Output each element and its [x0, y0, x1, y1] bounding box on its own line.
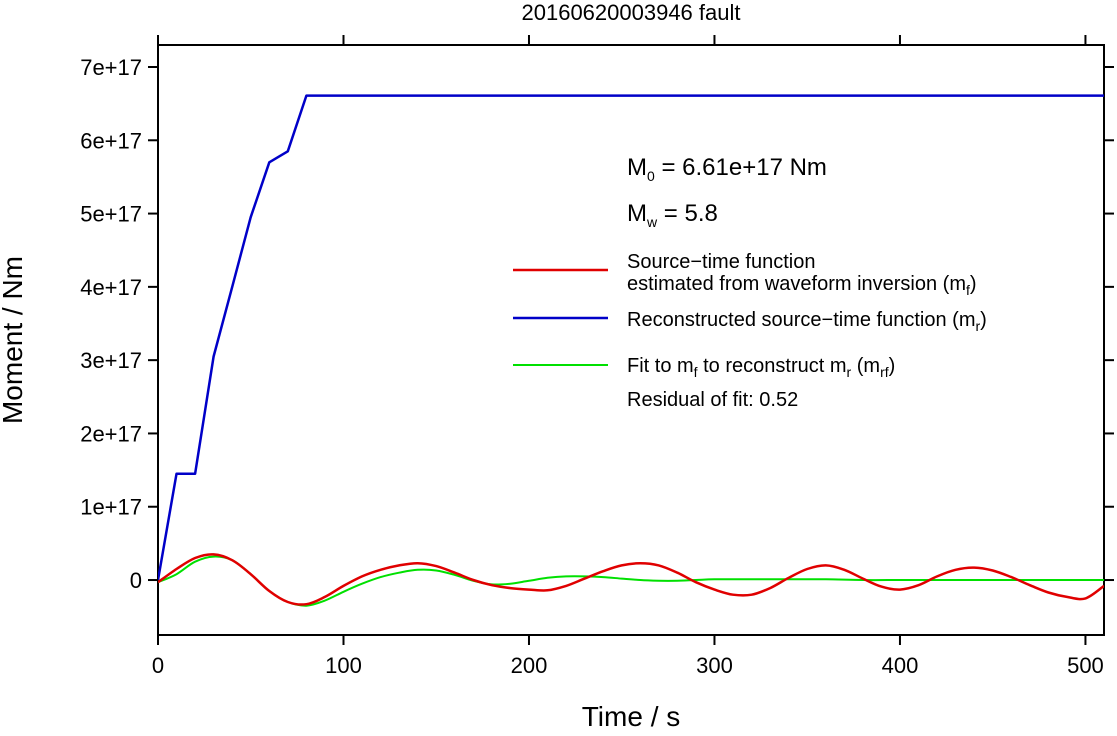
- x-axis-label: Time / s: [582, 701, 681, 732]
- x-tick-label: 300: [696, 653, 733, 678]
- moment-magnitude-annotation: Mw = 5.8: [627, 200, 718, 230]
- y-tick-label: 4e+17: [80, 275, 142, 300]
- x-tick-label: 500: [1067, 653, 1104, 678]
- y-tick-label: 1e+17: [80, 495, 142, 520]
- seismic-moment-annotation: M0 = 6.61e+17 Nm: [627, 154, 827, 184]
- legend-label-mr: Reconstructed source−time function (mr): [627, 309, 987, 334]
- series-line-mr: [158, 94, 1104, 581]
- x-tick-label: 100: [325, 653, 362, 678]
- y-axis-label: Moment / Nm: [0, 256, 28, 424]
- plot-frame: [157, 44, 1105, 636]
- chart-title: 20160620003946 fault: [522, 0, 741, 25]
- x-tick-label: 0: [152, 653, 164, 678]
- y-tick-label: 3e+17: [80, 348, 142, 373]
- y-tick-label: 2e+17: [80, 421, 142, 446]
- y-tick-label: 7e+17: [80, 55, 142, 80]
- series-line-mf: [158, 553, 1104, 606]
- legend-label-mrf: Fit to mf to reconstruct mr (mrf): [627, 355, 895, 380]
- legend: Source−time function estimated from wave…: [513, 251, 987, 411]
- x-tick-label: 400: [882, 653, 919, 678]
- y-tick-label: 6e+17: [80, 128, 142, 153]
- residual-annotation: Residual of fit: 0.52: [627, 389, 798, 411]
- legend-label-mf-line2: estimated from waveform inversion (mf): [627, 273, 977, 298]
- y-tick-label: 0: [130, 568, 142, 593]
- legend-label-mf-line1: Source−time function: [627, 251, 815, 273]
- y-tick-label: 5e+17: [80, 202, 142, 227]
- x-tick-label: 200: [511, 653, 548, 678]
